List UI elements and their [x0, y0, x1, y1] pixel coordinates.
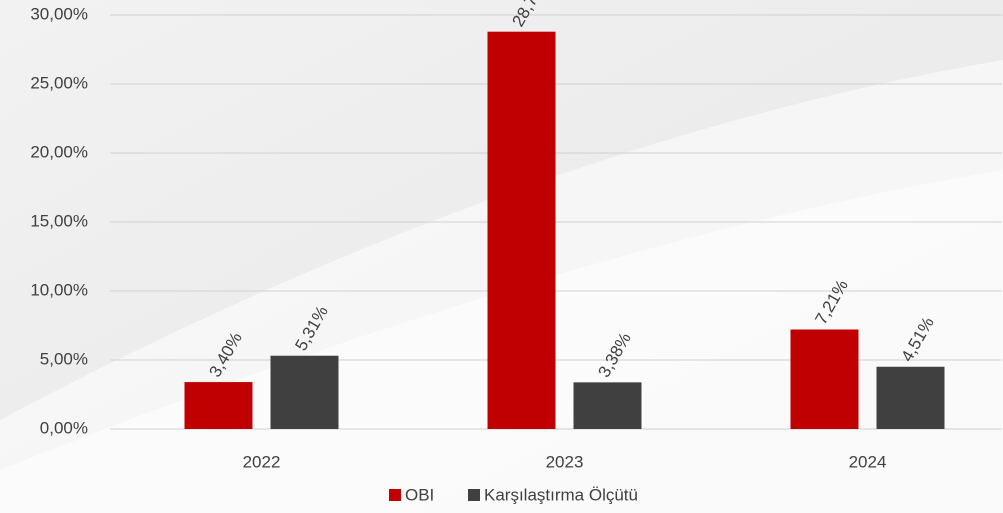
- bar: [184, 382, 253, 429]
- y-tick-label: 10,00%: [30, 280, 88, 299]
- bar: [790, 329, 859, 429]
- y-tick-label: 30,00%: [30, 4, 88, 23]
- bar: [487, 31, 556, 430]
- y-tick-label: 15,00%: [30, 211, 88, 230]
- bar: [876, 366, 945, 429]
- y-tick-label: 0,00%: [40, 418, 88, 437]
- y-tick-label: 25,00%: [30, 73, 88, 92]
- x-tick-label: 2024: [849, 452, 887, 471]
- x-tick-label: 2022: [243, 452, 281, 471]
- bar: [573, 382, 642, 429]
- y-tick-label: 5,00%: [40, 349, 88, 368]
- legend-label: OBI: [405, 485, 434, 504]
- legend-swatch: [389, 489, 401, 501]
- legend-label: Karşılaştırma Ölçütü: [484, 485, 638, 504]
- y-tick-label: 20,00%: [30, 142, 88, 161]
- bar: [270, 355, 339, 429]
- legend-swatch: [468, 489, 480, 501]
- x-tick-label: 2023: [546, 452, 584, 471]
